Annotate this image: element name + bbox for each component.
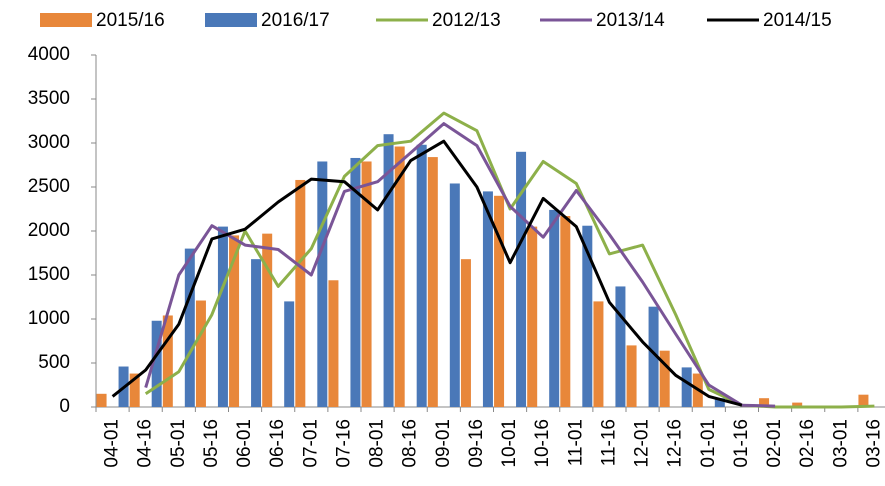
y-tick-label: 500 (38, 352, 70, 373)
x-tick-label: 10-01 (499, 419, 520, 468)
y-tick-label: 2500 (28, 176, 70, 197)
x-tick-label: 08-01 (367, 419, 388, 468)
x-tick-label: 08-16 (400, 419, 421, 468)
bar (759, 398, 770, 407)
bar (317, 161, 328, 407)
y-tick-label: 1000 (28, 308, 70, 329)
bar (262, 233, 273, 407)
bar (427, 157, 438, 407)
legend-label: 2014/15 (763, 10, 832, 31)
y-tick-label: 3500 (28, 88, 70, 109)
legend-label: 2016/17 (261, 10, 330, 31)
bar (460, 259, 471, 407)
bar (449, 183, 460, 407)
bar (549, 209, 560, 407)
bar (858, 394, 869, 407)
legend-label: 2013/14 (596, 10, 665, 31)
legend-label: 2015/16 (96, 10, 165, 31)
x-tick-label: 05-01 (168, 419, 189, 468)
x-tick-label: 12-01 (632, 419, 653, 468)
bar (251, 259, 262, 407)
x-tick-label: 09-01 (433, 419, 454, 468)
y-tick-label: 1500 (28, 264, 70, 285)
bar (582, 225, 593, 407)
x-tick-label: 12-16 (665, 419, 686, 468)
legend-swatch (40, 13, 92, 27)
y-tick-label: 4000 (28, 44, 70, 65)
bar (482, 191, 493, 407)
bar (162, 315, 173, 407)
x-tick-label: 06-16 (267, 419, 288, 468)
bar (394, 146, 405, 407)
x-tick-label: 04-01 (102, 419, 123, 468)
legend-swatch (205, 13, 257, 27)
x-tick-label: 06-01 (234, 419, 255, 468)
bar (184, 248, 195, 407)
x-tick-label: 01-16 (731, 419, 752, 468)
bar (527, 226, 538, 407)
bar (195, 300, 206, 407)
x-tick-label: 11-16 (598, 419, 619, 466)
bar (295, 179, 306, 407)
bar (129, 373, 140, 407)
bar (593, 301, 604, 407)
bar (494, 195, 505, 407)
bar (229, 235, 240, 407)
bar (648, 306, 659, 407)
bar (615, 286, 626, 407)
y-tick-label: 3000 (28, 132, 70, 153)
y-tick-label: 0 (59, 396, 70, 417)
bar (350, 157, 361, 407)
x-tick-label: 03-16 (863, 419, 884, 468)
x-tick-label: 10-16 (532, 419, 553, 468)
x-tick-label: 09-16 (466, 419, 487, 468)
bar (626, 345, 637, 407)
x-tick-label: 02-16 (797, 419, 818, 468)
x-tick-label: 07-16 (333, 419, 354, 468)
bar (151, 320, 162, 407)
bar (217, 226, 228, 407)
bar (516, 151, 527, 407)
bar (659, 350, 670, 407)
bar (792, 402, 803, 407)
x-tick-label: 02-01 (764, 419, 785, 468)
x-tick-label: 03-01 (830, 419, 851, 468)
legend-label: 2012/13 (432, 10, 501, 31)
bar (361, 161, 372, 407)
bar (284, 301, 295, 407)
bar (714, 398, 725, 407)
x-tick-label: 07-01 (300, 419, 321, 468)
y-tick-label: 2000 (28, 220, 70, 241)
x-tick-label: 04-16 (135, 419, 156, 468)
line (144, 122, 776, 408)
bar (328, 280, 339, 407)
bar (416, 144, 427, 407)
line (111, 139, 743, 407)
bar (560, 216, 571, 407)
x-tick-label: 05-16 (201, 419, 222, 468)
bar (681, 367, 692, 407)
bar (96, 393, 107, 407)
bar (383, 134, 394, 407)
x-tick-label: 11-01 (565, 419, 586, 466)
x-tick-label: 01-01 (698, 419, 719, 468)
